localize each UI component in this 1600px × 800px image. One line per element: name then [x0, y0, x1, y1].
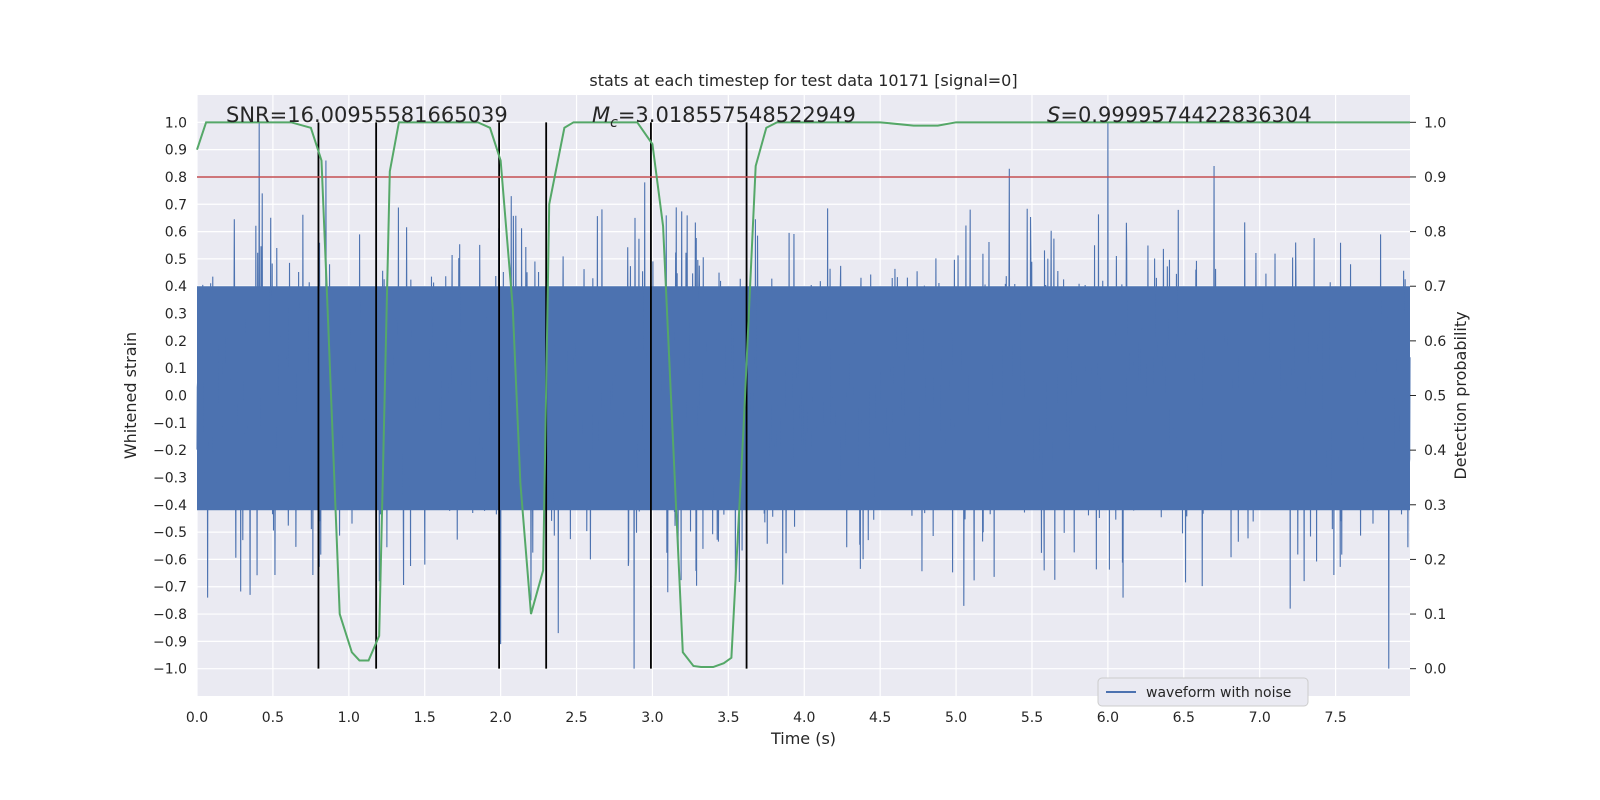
x-tick-label: 2.0: [489, 710, 511, 726]
legend-label: waveform with noise: [1146, 685, 1291, 701]
detection-probability-line: [196, 121, 1410, 669]
y-tick-label-right: 0.5: [1424, 389, 1446, 405]
y-tick-label: 0.8: [165, 170, 187, 186]
y-tick-label: −0.1: [153, 416, 187, 432]
y-tick-label: 0.7: [165, 197, 187, 213]
x-tick-label: 2.5: [565, 710, 587, 726]
x-tick-label: 0.0: [186, 710, 208, 726]
y-tick-label-right: 0.1: [1424, 607, 1446, 623]
y-tick-label: −0.2: [153, 443, 187, 459]
chirp-mass-symbol: M: [592, 103, 610, 127]
y-ticks-right: 1.0 0.9 0.8 0.7 0.6 0.5 0.4 0.3 0.2 0.1 0.0: [1410, 115, 1446, 678]
y-tick-label: −0.4: [153, 498, 187, 514]
y-tick-label: 0.6: [165, 225, 187, 241]
y-tick-label-right: 0.0: [1424, 662, 1446, 678]
snr-annotation: SNR=16.00955581665039: [226, 103, 508, 127]
y-tick-label: 0.9: [165, 143, 187, 159]
x-tick-label: 4.0: [793, 710, 815, 726]
x-tick-label: 5.0: [945, 710, 967, 726]
legend-box: [1097, 677, 1309, 707]
chart-title: stats at each timestep for test data 101…: [589, 71, 1017, 90]
y-tick-label: −0.8: [153, 607, 187, 623]
y-tick-label-right: 1.0: [1424, 115, 1446, 131]
y-tick-label: 0.3: [165, 307, 187, 323]
y-tick-label-right: 0.4: [1424, 443, 1446, 459]
x-axis-label: Time (s): [770, 729, 836, 748]
chirp-mass-value: =3.018557548522949: [618, 103, 856, 127]
y-tick-label: 1.0: [165, 115, 187, 131]
y-tick-label-right: 0.6: [1424, 334, 1446, 350]
s-symbol: S: [1047, 103, 1060, 127]
y-tick-label: 0.2: [165, 334, 187, 350]
s-value: =0.9999574422836304: [1060, 103, 1311, 127]
x-tick-label: 1.0: [338, 710, 360, 726]
y-tick-label-right: 0.3: [1424, 498, 1446, 514]
y-axis-label: Whitened strain: [121, 332, 140, 459]
y-tick-label: −0.9: [153, 634, 187, 650]
y-tick-label: 0.4: [165, 279, 187, 295]
waveform-series: [196, 122, 1411, 669]
x-ticks: 0.0 0.5 1.0 1.5 2.0 2.5 3.0 3.5 4.0 4.5 5.0 5.5 6.0 6…: [186, 710, 1347, 726]
y-tick-label-right: 0.2: [1424, 552, 1446, 568]
y-ticks: 1.0 0.9 0.8 0.7 0.6 0.5 0.4 0.3 0.2 0.1 0.0 −0.1 −0.…: [153, 115, 187, 677]
x-tick-label: 6.0: [1097, 710, 1119, 726]
chirp-mass-annotation: Mc=3.018557548522949: [592, 103, 856, 131]
x-tick-label: 1.5: [414, 710, 436, 726]
y-tick-label: −0.7: [153, 580, 187, 596]
y-tick-label: −0.3: [153, 470, 187, 486]
x-tick-label: 7.0: [1249, 710, 1271, 726]
y-tick-label: −0.6: [153, 552, 187, 568]
y-tick-label-right: 0.9: [1424, 170, 1446, 186]
chirp-mass-subscript: c: [610, 115, 618, 131]
x-tick-label: 7.5: [1324, 710, 1346, 726]
x-tick-label: 3.5: [717, 710, 739, 726]
y-tick-label: 0.0: [165, 389, 187, 405]
y-tick-label: 0.5: [165, 252, 187, 268]
y-axis-label-right: Detection probability: [1451, 311, 1470, 479]
x-tick-label: 3.0: [641, 710, 663, 726]
y-tick-label: −0.5: [153, 525, 187, 541]
legend: waveform with noise: [1097, 677, 1309, 707]
y-tick-label: 0.1: [165, 361, 187, 377]
s-annotation: S=0.9999574422836304: [1047, 103, 1312, 127]
x-tick-label: 6.5: [1173, 710, 1195, 726]
x-tick-label: 4.5: [869, 710, 891, 726]
y-tick-label: −1.0: [153, 662, 187, 678]
y-tick-label-right: 0.8: [1424, 225, 1446, 241]
x-tick-label: 5.5: [1021, 710, 1043, 726]
waveform-line: [196, 122, 1411, 669]
x-tick-label: 0.5: [262, 710, 284, 726]
y-tick-label-right: 0.7: [1424, 279, 1446, 295]
